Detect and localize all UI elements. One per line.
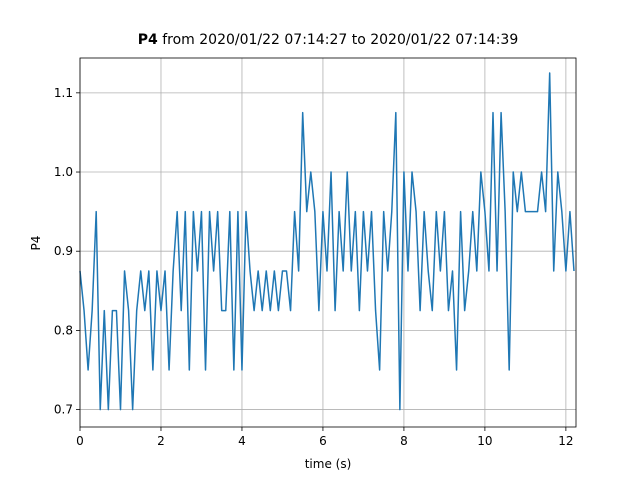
x-tick-label: 2	[157, 434, 165, 448]
x-tick-label: 0	[76, 434, 84, 448]
y-tick-label: 0.9	[54, 244, 73, 258]
y-tick-label: 0.8	[54, 323, 73, 337]
title-text: from 2020/01/22 07:14:27 to 2020/01/22 0…	[162, 32, 518, 48]
y-axis-label: P4	[29, 236, 43, 251]
y-tick-label: 1.0	[54, 165, 73, 179]
plot-frame	[79, 57, 577, 428]
chart-title: P4 from 2020/01/22 07:14:27 to 2020/01/2…	[138, 32, 519, 48]
title-bold: P4	[138, 32, 158, 48]
x-tick-label: 12	[558, 434, 573, 448]
y-tick-label: 0.7	[54, 403, 73, 417]
y-tick-label: 1.1	[54, 86, 73, 100]
x-axis-label: time (s)	[305, 457, 352, 471]
data-line	[79, 72, 575, 411]
x-tick-label: 6	[319, 434, 327, 448]
x-tick-label: 10	[477, 434, 492, 448]
x-tick-label: 8	[400, 434, 408, 448]
x-tick-label: 4	[238, 434, 246, 448]
